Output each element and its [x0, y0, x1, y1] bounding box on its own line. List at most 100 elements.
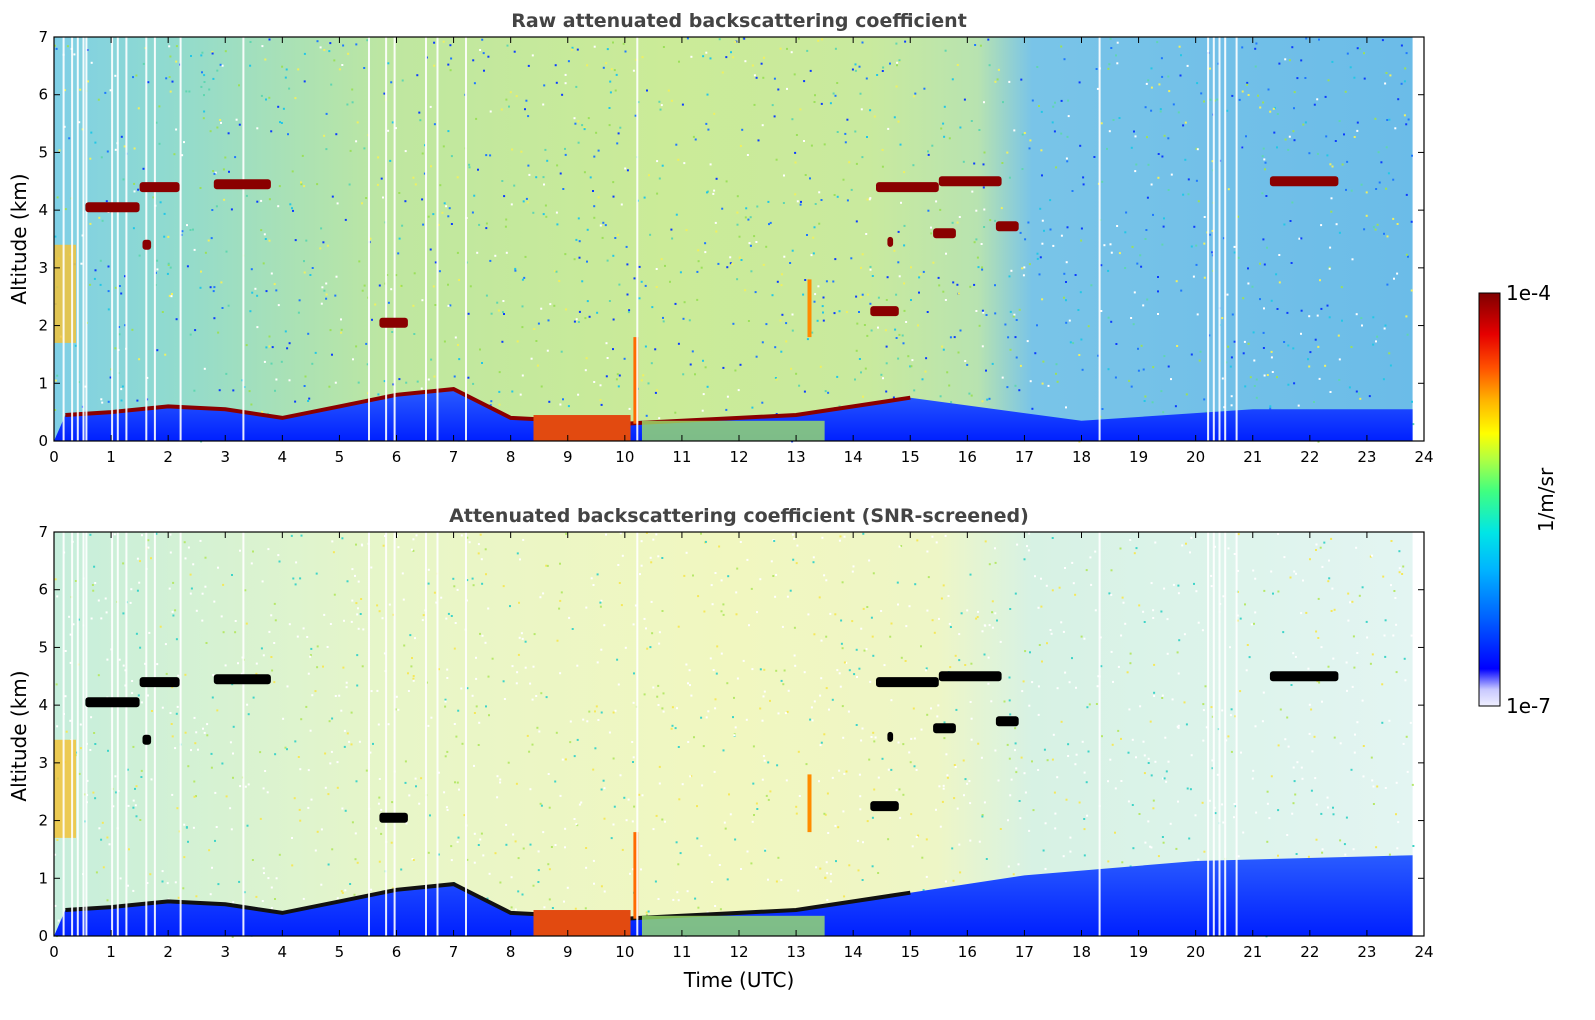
cloud-layer	[938, 176, 1002, 187]
dropout-stripe	[85, 37, 88, 441]
surface-aerosol-10-13	[641, 420, 825, 441]
dropout-stripe	[1224, 532, 1227, 936]
x-tick-label: 23	[1357, 448, 1376, 466]
x-tick-label: 3	[220, 448, 230, 466]
cloud-layer	[887, 236, 894, 247]
x-tick-label: 9	[563, 943, 573, 961]
dropout-stripe	[242, 37, 245, 441]
colorbar-max-label: 1e-4	[1506, 281, 1551, 305]
cloud-layer	[379, 812, 408, 823]
dropout-stripe	[62, 532, 65, 936]
x-tick-label: 21	[1243, 943, 1262, 961]
x-tick-label: 15	[901, 943, 920, 961]
dropout-stripe	[636, 532, 639, 936]
y-tick-label: 4	[38, 201, 48, 219]
cloud-layer	[213, 179, 271, 190]
raw-plot-area	[54, 37, 1415, 443]
y-tick-label: 2	[38, 317, 48, 335]
x-tick-label: 12	[729, 448, 748, 466]
plume-10utc	[633, 832, 639, 919]
surface-aerosol-8-10	[533, 910, 631, 936]
dropout-stripe	[1218, 37, 1221, 441]
dropout-stripe	[1218, 532, 1221, 936]
dropout-stripe	[393, 37, 396, 441]
dropout-stripe	[1212, 532, 1215, 936]
x-tick-label: 2	[163, 448, 173, 466]
x-tick-label: 18	[1072, 943, 1091, 961]
y-tick-label: 3	[38, 754, 48, 772]
dropout-stripe	[76, 37, 79, 441]
dropout-stripe	[116, 37, 119, 441]
x-tick-label: 14	[844, 943, 863, 961]
x-tick-label: 7	[449, 943, 459, 961]
dropout-stripe	[116, 532, 119, 936]
x-tick-label: 24	[1414, 943, 1433, 961]
dropout-stripe	[1207, 532, 1210, 936]
dropout-stripe	[385, 532, 388, 936]
surface-aerosol-8-10	[533, 415, 631, 441]
cloud-layer	[213, 674, 271, 685]
cloud-layer	[995, 221, 1019, 232]
colorbar-unit-label: 1/m/sr	[1534, 467, 1558, 532]
dropout-stripe	[111, 37, 114, 441]
raw-x-ticks: 0 1 2 3 4 5 6 7 8 9 10 11 12 13 14 15 16 17 18 19 20 21 22 23 24	[49, 37, 1434, 466]
x-tick-label: 0	[49, 448, 59, 466]
dropout-stripe	[425, 532, 427, 936]
dropout-stripe	[82, 37, 85, 441]
y-tick-label: 6	[38, 86, 48, 104]
dropout-stripe	[425, 37, 427, 441]
surface-aerosol-10-13	[641, 915, 825, 936]
x-tick-label: 4	[278, 448, 288, 466]
dropout-stripe	[385, 37, 388, 441]
dropout-stripe	[179, 532, 182, 936]
colorbar-scale	[1478, 292, 1501, 707]
plume-10utc	[633, 337, 639, 424]
y-tick-label: 7	[38, 28, 48, 46]
cloud-layer	[379, 317, 408, 328]
dropout-stripe	[1224, 37, 1227, 441]
plume-13utc	[807, 279, 812, 338]
x-tick-label: 9	[563, 448, 573, 466]
dropout-stripe	[125, 532, 128, 936]
boundary-layer-top	[65, 882, 911, 921]
cloud-layer	[933, 723, 956, 734]
y-tick-label: 4	[38, 696, 48, 714]
y-tick-label: 5	[38, 638, 48, 656]
x-tick-label: 22	[1300, 448, 1319, 466]
x-tick-label: 2	[163, 943, 173, 961]
snr-screened-panel: Attenuated backscattering coefficient (S…	[7, 505, 1434, 992]
x-tick-label: 16	[958, 448, 977, 466]
dropout-stripe	[1212, 37, 1215, 441]
cloud-layer	[876, 182, 939, 193]
x-tick-label: 1	[106, 943, 116, 961]
x-tick-label: 10	[615, 943, 634, 961]
dropout-stripe	[85, 532, 88, 936]
cloud-layer	[995, 716, 1019, 727]
x-tick-label: 21	[1243, 448, 1262, 466]
x-tick-label: 11	[672, 943, 691, 961]
dropout-stripe	[436, 532, 439, 936]
boundary-layer-top	[65, 387, 911, 426]
x-tick-label: 16	[958, 943, 977, 961]
dropout-stripe	[465, 532, 467, 936]
y-tick-label: 2	[38, 812, 48, 830]
dropout-stripe	[368, 532, 370, 936]
dropout-stripe	[1235, 532, 1238, 936]
dropout-stripe	[1235, 37, 1238, 441]
surface-plume	[54, 244, 76, 343]
dropout-stripe	[111, 532, 114, 936]
dropout-stripe	[153, 532, 156, 936]
cloud-layer	[1269, 176, 1339, 187]
plume-13utc	[807, 774, 812, 833]
snr-panel-title: Attenuated backscattering coefficient (S…	[449, 505, 1029, 527]
cloud-layers	[85, 176, 1339, 328]
snr-plot-area	[54, 532, 1415, 938]
dropout-stripe	[1098, 37, 1101, 441]
x-tick-label: 13	[787, 448, 806, 466]
cloud-layer	[876, 677, 939, 688]
cloud-layer	[139, 182, 180, 193]
cloud-layers	[85, 671, 1339, 823]
dropout-stripe	[1098, 532, 1101, 936]
cloud-layer	[1269, 671, 1339, 682]
